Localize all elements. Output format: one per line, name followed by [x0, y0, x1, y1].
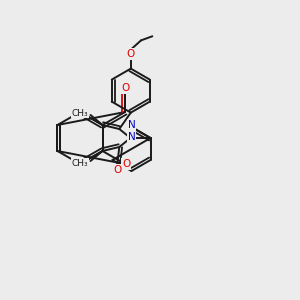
Text: N: N — [128, 120, 135, 130]
Text: N: N — [128, 132, 135, 142]
Text: CH₃: CH₃ — [72, 158, 88, 167]
Text: CH₃: CH₃ — [72, 109, 88, 118]
Text: O: O — [127, 49, 135, 58]
Text: O: O — [113, 165, 122, 175]
Text: O: O — [122, 159, 130, 169]
Text: O: O — [121, 83, 129, 93]
